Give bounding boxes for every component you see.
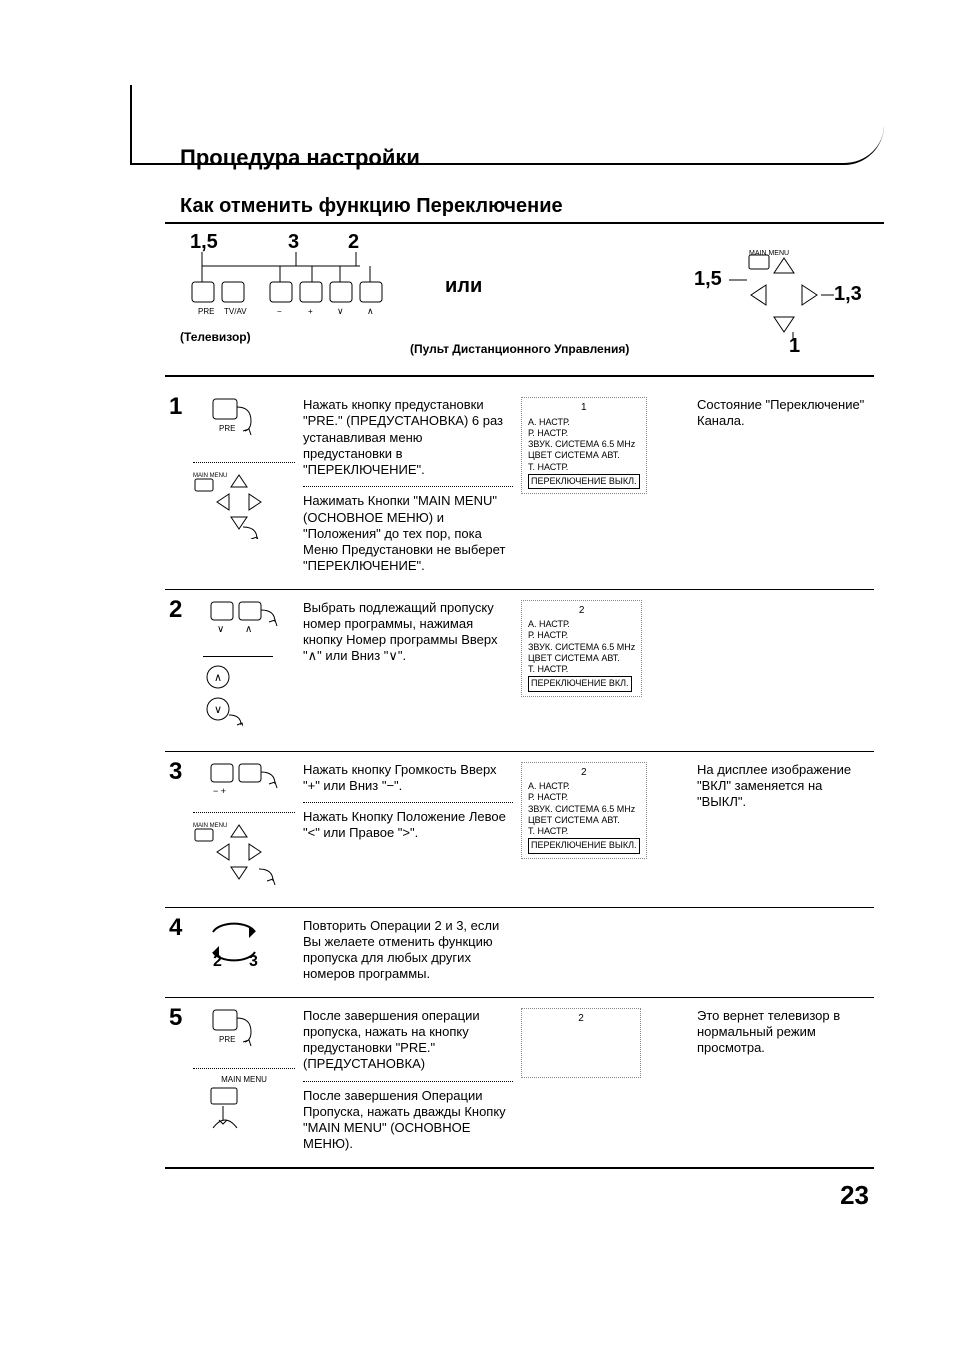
step5-osd: 2 — [521, 1008, 641, 1078]
step-number: 3 — [169, 758, 182, 786]
press-updown-icon: ∨ ∧ — [193, 600, 283, 650]
control-diagrams: 1,5 3 2 PRE TV/ — [180, 230, 869, 370]
svg-text:+: + — [308, 307, 313, 316]
svg-text:MAIN MENU: MAIN MENU — [193, 473, 227, 479]
step3-osd: 2 А. НАСТР. Р. НАСТР. ЗВУК. СИСТЕМА 6.5 … — [521, 762, 647, 859]
press-leftright-dpad-icon: MAIN MENU — [193, 819, 283, 889]
manual-page: Процедура настройки Как отменить функцию… — [0, 0, 954, 1351]
step5-note: Это вернет телевизор в нормальный режим … — [689, 1008, 874, 1153]
svg-text:−: − — [277, 307, 282, 316]
tv-buttons-svg: 1,5 3 2 PRE TV/ — [180, 230, 400, 330]
steps-top-divider — [165, 375, 874, 377]
label-2: 2 — [348, 231, 359, 253]
tv-buttons-diagram: 1,5 3 2 PRE TV/ — [180, 230, 400, 330]
step-number: 2 — [169, 596, 182, 624]
step3-instruction-a: Нажать кнопку Громкость Вверх "+" или Вн… — [303, 762, 513, 795]
remote-dpad-svg: 1,5 1,3 1 MAIN MENU — [689, 240, 869, 355]
press-pre-icon: PRE — [193, 1008, 273, 1058]
step1-instruction-a: Нажать кнопку предустановки "PRE." (ПРЕД… — [303, 397, 513, 478]
steps-list: 1 PRE MAIN MENU На — [165, 375, 874, 1169]
svg-text:PRE: PRE — [198, 307, 214, 316]
press-mainmenu-twice-icon — [193, 1084, 253, 1134]
svg-text:∨: ∨ — [217, 624, 224, 635]
step1-note: Состояние "Переключение" Канала. — [689, 397, 874, 575]
dpad-updown-icon: ∧ ∨ — [193, 663, 243, 733]
step-number: 4 — [169, 914, 182, 942]
subsection-title: Как отменить функцию Переключение — [180, 195, 563, 218]
svg-text:− +: − + — [213, 786, 226, 796]
or-label: или — [445, 275, 482, 298]
svg-text:TV/AV: TV/AV — [224, 307, 247, 316]
svg-text:MAIN MENU: MAIN MENU — [193, 823, 227, 829]
step-number: 1 — [169, 393, 182, 421]
step-4: 4 2 3 Повторить Операции 2 и 3, если Вы … — [165, 908, 874, 998]
step3-note: На дисплее изображение "ВКЛ" заменяется … — [689, 762, 874, 893]
step5-instruction-a: После завершения операции пропуска, нажа… — [303, 1008, 513, 1073]
step1-osd: 1 А. НАСТР. Р. НАСТР. ЗВУК. СИСТЕМА 6.5 … — [521, 397, 647, 494]
repeat-loop-icon: 2 3 — [193, 918, 273, 968]
svg-text:∧: ∧ — [245, 624, 252, 635]
label-3: 3 — [288, 231, 299, 253]
svg-text:2: 2 — [213, 953, 222, 968]
svg-text:1,5: 1,5 — [694, 268, 722, 290]
press-volume-icon: − + — [193, 762, 283, 802]
svg-text:∨: ∨ — [337, 306, 344, 316]
page-number: 23 — [840, 1180, 869, 1211]
press-pre-icon: PRE — [193, 397, 273, 452]
press-mainmenu-dpad-icon: MAIN MENU — [193, 469, 273, 539]
step2-osd: 2 А. НАСТР. Р. НАСТР. ЗВУК. СИСТЕМА 6.5 … — [521, 600, 642, 697]
remote-caption: (Пульт Дистанционного Управления) — [410, 342, 629, 356]
step-3: 3 − + MAIN MENU — [165, 752, 874, 908]
step-1: 1 PRE MAIN MENU На — [165, 387, 874, 590]
svg-text:1: 1 — [789, 335, 800, 355]
label-1-5: 1,5 — [190, 231, 218, 253]
tv-caption: (Телевизор) — [180, 330, 251, 344]
svg-text:PRE: PRE — [219, 424, 235, 433]
svg-text:1,3: 1,3 — [834, 283, 862, 305]
svg-text:∨: ∨ — [214, 704, 222, 716]
svg-text:∧: ∧ — [367, 306, 374, 316]
mainmenu-label: MAIN MENU — [193, 1075, 295, 1085]
svg-text:PRE: PRE — [219, 1035, 235, 1044]
subtitle-underline — [165, 222, 884, 224]
section-title: Процедура настройки — [180, 145, 420, 171]
svg-text:3: 3 — [249, 953, 258, 968]
step-number: 5 — [169, 1004, 182, 1032]
step5-instruction-b: После завершения Операции Пропуска, нажа… — [303, 1081, 513, 1153]
remote-diagram: 1,5 1,3 1 MAIN MENU — [689, 240, 869, 355]
step3-instruction-b: Нажать Кнопку Положение Левое "<" или Пр… — [303, 802, 513, 842]
svg-text:∧: ∧ — [214, 672, 222, 684]
step-5: 5 PRE MAIN MENU После завершения операци… — [165, 998, 874, 1169]
step-2: 2 ∨ ∧ ∧ ∨ Выбрать по — [165, 590, 874, 752]
step2-instruction: Выбрать подлежащий пропуску номер програ… — [303, 600, 513, 665]
step4-instruction: Повторить Операции 2 и 3, если Вы желает… — [303, 918, 513, 983]
step1-instruction-b: Нажимать Кнопки "MAIN MENU" (ОСНОВНОЕ МЕ… — [303, 486, 513, 574]
